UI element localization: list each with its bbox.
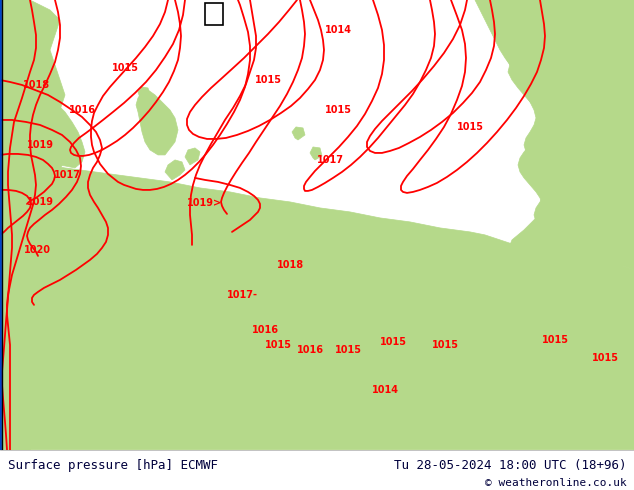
Text: 1015: 1015 [432,340,458,350]
Text: 1014: 1014 [372,385,399,395]
Text: 1015: 1015 [541,335,569,345]
Text: 1016: 1016 [68,105,96,115]
Text: 1019>: 1019> [188,198,223,208]
Polygon shape [0,0,65,450]
Text: 1014: 1014 [325,25,351,35]
Text: 1019: 1019 [27,140,53,150]
Text: 1016: 1016 [252,325,278,335]
Text: 1018: 1018 [276,260,304,270]
Text: 1018: 1018 [23,80,51,90]
Polygon shape [475,0,634,270]
Polygon shape [136,90,178,155]
Text: 1015: 1015 [325,105,351,115]
Polygon shape [0,165,8,198]
Text: 1015: 1015 [264,340,292,350]
Polygon shape [0,158,634,450]
Text: 1015: 1015 [592,353,619,363]
Polygon shape [480,0,580,230]
Text: 1017-: 1017- [226,290,257,300]
Polygon shape [138,87,150,100]
Text: 1019: 1019 [27,197,53,207]
Text: 1017: 1017 [316,155,344,165]
Polygon shape [0,80,18,150]
Polygon shape [185,148,200,165]
Polygon shape [292,127,305,140]
Text: 1015: 1015 [380,337,406,347]
Text: 1017: 1017 [53,170,81,180]
Text: 1015: 1015 [456,122,484,132]
Text: 1015: 1015 [254,75,281,85]
Polygon shape [310,147,322,160]
Text: 1015: 1015 [112,63,138,73]
Text: Surface pressure [hPa] ECMWF: Surface pressure [hPa] ECMWF [8,459,217,471]
Polygon shape [0,10,85,168]
Polygon shape [148,100,162,115]
Polygon shape [0,20,50,65]
Text: © weatheronline.co.uk: © weatheronline.co.uk [484,478,626,488]
Bar [205,3,223,25]
Text: 1020: 1020 [23,245,51,255]
Polygon shape [32,90,75,218]
Polygon shape [480,0,634,282]
Text: 1015: 1015 [335,345,361,355]
Polygon shape [165,160,185,180]
Text: Tu 28-05-2024 18:00 UTC (18+96): Tu 28-05-2024 18:00 UTC (18+96) [394,459,626,471]
Text: 1016: 1016 [297,345,323,355]
